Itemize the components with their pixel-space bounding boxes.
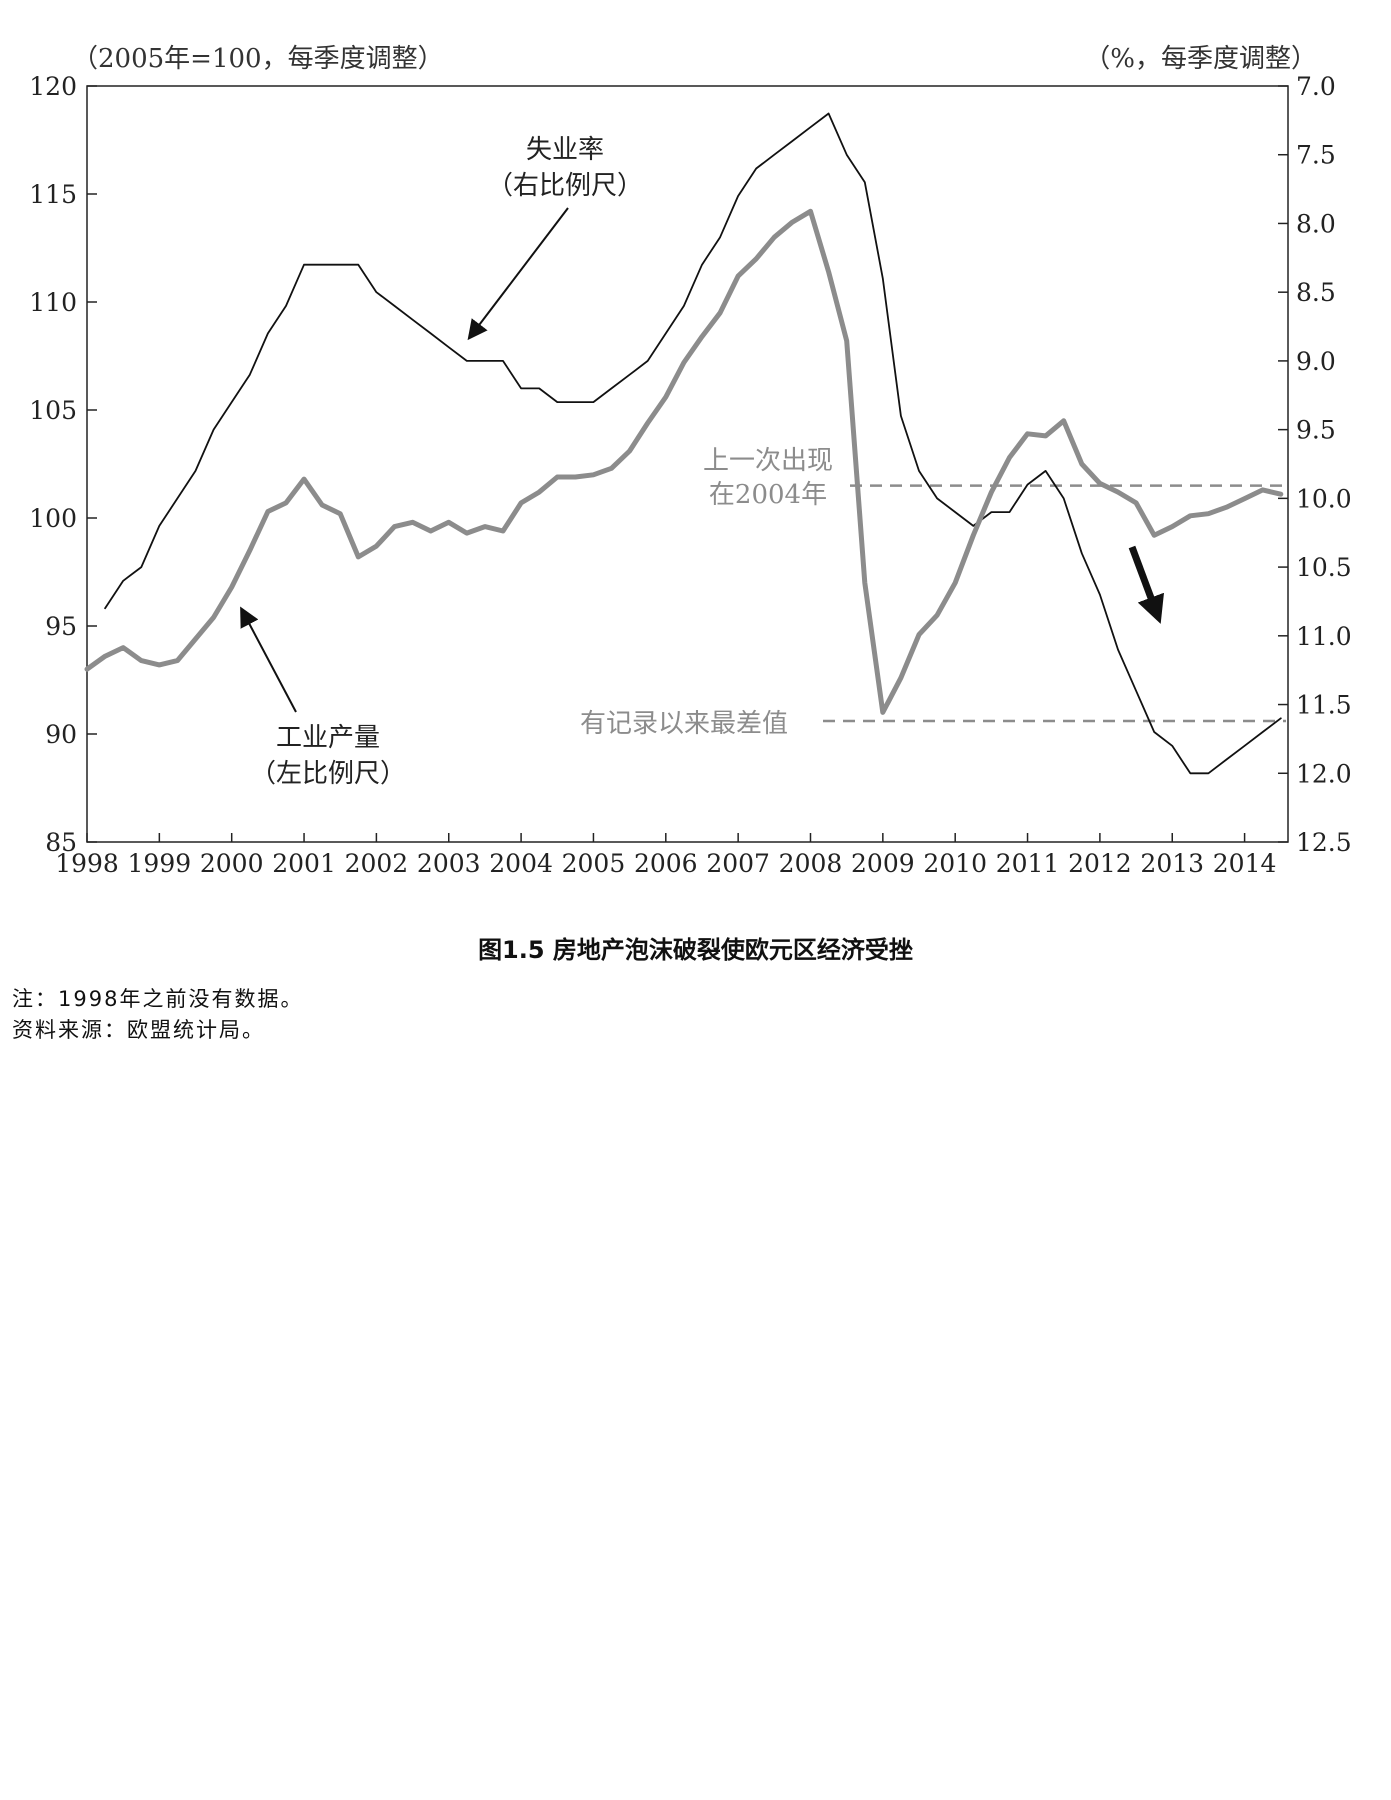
left-y-tick-label: 110 xyxy=(29,288,77,317)
ref-2004-label-line2: 在2004年 xyxy=(709,480,827,510)
right-y-tick-label: 11.0 xyxy=(1296,622,1352,651)
production-pointer-arrow xyxy=(240,606,297,713)
x-tick-label: 2006 xyxy=(634,849,698,878)
right-axis-title: （%，每季度调整） xyxy=(1084,44,1317,74)
x-tick-label: 2013 xyxy=(1140,849,1204,878)
unemployment-series-line xyxy=(104,112,1282,775)
right-y-tick-label: 8.0 xyxy=(1296,209,1336,238)
left-axis-title: （2005年=100，每季度调整） xyxy=(72,44,444,74)
x-tick-label: 2014 xyxy=(1213,849,1277,878)
production-series-line xyxy=(84,208,1284,715)
right-y-tick-label: 8.5 xyxy=(1296,278,1336,307)
down-arrow-icon xyxy=(1128,545,1164,624)
x-tick-label: 2009 xyxy=(851,849,915,878)
right-y-tick-label: 12.0 xyxy=(1296,759,1352,788)
x-tick-label: 1999 xyxy=(128,849,192,878)
x-tick-label: 2002 xyxy=(345,849,409,878)
left-y-tick-label: 105 xyxy=(29,396,77,425)
right-y-tick-label: 7.0 xyxy=(1296,72,1336,101)
left-y-tick-label: 100 xyxy=(29,504,77,533)
note-source: 资料来源：欧盟统计局。 xyxy=(12,1018,265,1042)
x-tick-label: 2012 xyxy=(1068,849,1132,878)
x-tick-label: 2011 xyxy=(996,849,1060,878)
left-y-tick-label: 95 xyxy=(45,612,77,641)
worst-value-label: 有记录以来最差值 xyxy=(580,709,788,739)
x-tick-label: 2001 xyxy=(272,849,336,878)
unemployment-label-scale: （右比例尺） xyxy=(487,171,643,201)
right-y-tick-label: 11.5 xyxy=(1296,691,1352,720)
unemployment-pointer-arrow xyxy=(467,207,569,341)
production-label-name: 工业产量 xyxy=(276,723,380,753)
line-chart: 1998 1999 2000 2001 2002 2003 2004 2005 2006 2007… xyxy=(29,72,1352,878)
unemployment-label-name: 失业率 xyxy=(526,135,604,165)
figure-notes: 注：1998年之前没有数据。 资料来源：欧盟统计局。 xyxy=(12,984,303,1046)
x-tick-label: 2003 xyxy=(417,849,481,878)
x-tick-label: 2004 xyxy=(489,849,553,878)
right-y-tick-label: 9.5 xyxy=(1296,416,1336,445)
right-y-tick-label: 12.5 xyxy=(1296,828,1352,857)
left-y-tick-label: 90 xyxy=(45,720,77,749)
left-y-tick-label: 115 xyxy=(29,180,77,209)
ref-2004-label-line1: 上一次出现 xyxy=(703,446,833,476)
figure-caption: 图1.5 房地产泡沫破裂使欧元区经济受挫 xyxy=(478,936,913,964)
production-label-scale: （左比例尺） xyxy=(250,759,406,789)
x-tick-label: 1998 xyxy=(55,849,119,878)
x-tick-label: 2007 xyxy=(706,849,770,878)
x-tick-label: 2000 xyxy=(200,849,264,878)
x-tick-label: 2008 xyxy=(779,849,843,878)
right-y-tick-label: 10.5 xyxy=(1296,553,1352,582)
note-no-data: 注：1998年之前没有数据。 xyxy=(12,987,304,1011)
left-y-tick-label: 85 xyxy=(45,828,77,857)
x-tick-label: 2010 xyxy=(923,849,987,878)
right-y-tick-label: 7.5 xyxy=(1296,141,1336,170)
x-tick-label: 2005 xyxy=(562,849,626,878)
left-y-tick-label: 120 xyxy=(29,72,77,101)
right-y-tick-label: 9.0 xyxy=(1296,347,1336,376)
right-y-tick-label: 10.0 xyxy=(1296,484,1352,513)
plot-frame xyxy=(86,85,1289,843)
